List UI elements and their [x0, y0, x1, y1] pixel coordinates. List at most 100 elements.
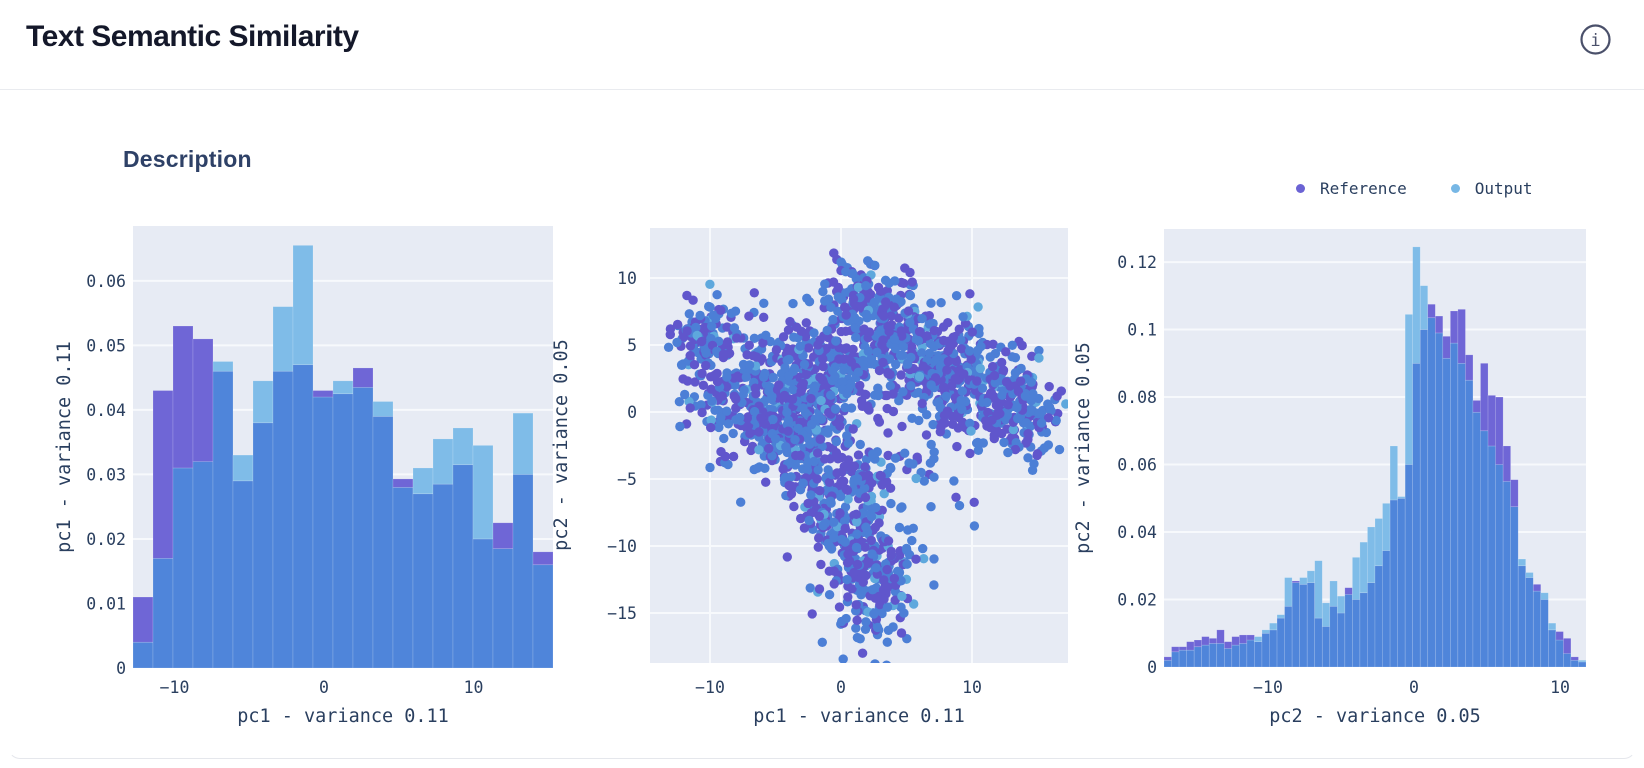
scatter-point	[969, 497, 979, 507]
legend-item-output[interactable]: Output	[1450, 179, 1533, 198]
scatter-point	[685, 350, 695, 361]
scatter-point	[870, 522, 881, 533]
scatter-point	[1011, 438, 1021, 448]
scatter-point	[957, 386, 967, 396]
scatter-point	[1007, 340, 1017, 350]
x-tick-label: 0	[319, 678, 329, 697]
histogram-bar-reference	[1216, 629, 1225, 644]
scatter-point	[868, 449, 878, 459]
histogram-bar-overlap	[352, 387, 374, 669]
scatter-point	[760, 368, 770, 379]
histogram-bar-overlap	[172, 467, 194, 669]
histogram-bar-reference	[1457, 309, 1466, 364]
scatter-point	[902, 359, 913, 369]
histogram-bar-output	[1337, 595, 1346, 614]
scatter-point	[874, 365, 885, 376]
scatter-point	[877, 608, 887, 619]
scatter-point	[897, 502, 907, 512]
scatter-point	[835, 508, 845, 518]
scatter-point	[785, 316, 795, 327]
scatter-point	[1010, 444, 1021, 455]
histogram-bar-reference	[1201, 636, 1210, 646]
scatter-point	[691, 322, 701, 333]
scatter-point	[716, 447, 726, 457]
scatter-point	[696, 400, 706, 410]
scatter-point	[891, 294, 901, 304]
scatter-point	[841, 310, 851, 320]
histogram-bar-overlap	[1412, 363, 1421, 668]
scatter-point	[870, 260, 880, 271]
scatter-point	[779, 390, 790, 401]
histogram-bar-output	[1254, 636, 1263, 642]
scatter-point	[848, 294, 859, 304]
scatter-point	[1015, 376, 1026, 386]
scatter-point	[852, 615, 862, 625]
histogram-bar-overlap	[1397, 497, 1406, 668]
histogram-bar-reference	[312, 390, 334, 398]
scatter-point	[665, 329, 675, 340]
scatter-point	[907, 277, 917, 287]
scatter-point	[798, 478, 808, 488]
scatter-point	[890, 453, 901, 463]
histogram-bar-overlap	[232, 480, 254, 669]
x-tick-label: 10	[1550, 678, 1570, 697]
charts-canvas[interactable]: 0 0.01 0.02 0.03 0.04 0.05 0.06 −10 0 10 pc1 - var…	[0, 140, 1644, 740]
scatter-point	[826, 302, 836, 312]
svg-text:i: i	[1590, 31, 1600, 51]
scatter-point	[1034, 408, 1044, 418]
scatter-point	[752, 463, 763, 473]
scatter-point	[742, 413, 752, 423]
scatter-point	[814, 533, 824, 543]
scatter-point	[909, 599, 919, 609]
scatter-point	[831, 336, 841, 346]
scatter-point	[861, 570, 871, 581]
histogram-bar-overlap	[332, 393, 354, 669]
scatter-point	[861, 454, 872, 465]
y-tick-label: 0.06	[1117, 456, 1157, 475]
histogram-bar-reference	[532, 551, 554, 566]
scatter-point	[639, 373, 648, 382]
scatter-point	[707, 321, 717, 331]
scatter-point	[712, 368, 722, 379]
scatter-point	[921, 430, 932, 440]
scatter-point	[866, 535, 876, 546]
histogram-bar-reference	[1434, 315, 1444, 334]
scatter-point	[708, 310, 718, 320]
info-button[interactable]: i	[1579, 23, 1612, 56]
scatter-point	[756, 413, 766, 423]
scatter-point	[884, 326, 894, 337]
histogram-bar-overlap	[1239, 643, 1248, 668]
scatter-point	[860, 624, 871, 634]
histogram-bar-overlap	[1359, 592, 1368, 668]
histogram-bar-overlap	[1367, 582, 1376, 668]
histogram-bar-reference	[392, 478, 414, 488]
histogram-bar-output	[452, 427, 474, 466]
scatter-point	[958, 417, 968, 427]
scatter-point	[840, 523, 850, 534]
scatter-point	[837, 377, 847, 387]
scatter-point	[976, 341, 986, 352]
scatter-point	[966, 354, 976, 364]
scatter-point	[697, 368, 707, 379]
histogram-bar-reference	[152, 390, 174, 559]
scatter-point	[908, 523, 918, 533]
legend-item-reference[interactable]: Reference	[1296, 179, 1407, 198]
scatter-point	[828, 517, 839, 527]
histogram-bar-overlap	[532, 564, 554, 669]
y-tick-label: 0	[116, 659, 126, 678]
histogram-bar-overlap	[1532, 590, 1542, 668]
scatter-point	[894, 396, 904, 406]
scatter-point	[803, 498, 813, 509]
histogram-bar-overlap	[132, 641, 154, 669]
scatter-point	[704, 301, 714, 312]
y-tick-label: 0.02	[86, 530, 126, 549]
scatter-point	[767, 451, 777, 461]
scatter-point	[741, 372, 751, 382]
legend-label-reference: Reference	[1320, 179, 1407, 198]
y-tick-label: 0.05	[86, 336, 126, 355]
scatter-point	[682, 326, 692, 336]
scatter-point	[706, 415, 716, 425]
scatter-point	[967, 327, 977, 337]
histogram-bar-overlap	[432, 483, 454, 669]
histogram-bar-overlap	[1495, 464, 1504, 668]
